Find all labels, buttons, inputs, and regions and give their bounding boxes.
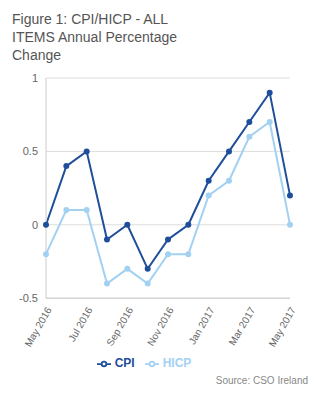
svg-text:-0.5: -0.5: [19, 292, 38, 304]
svg-text:0.5: 0.5: [23, 145, 38, 157]
svg-text:May 2016: May 2016: [22, 305, 54, 349]
svg-text:Nov 2016: Nov 2016: [145, 305, 176, 348]
svg-text:0: 0: [32, 219, 38, 231]
html-text:HICP: HICP: [162, 356, 192, 371]
html-text:Source: CSO Ireland: Source: CSO Ireland: [215, 375, 308, 386]
svg-text:May 2017: May 2017: [266, 305, 298, 349]
html-text:Figure 1: CPI/HICP - ALL ITEMS: Figure 1: CPI/HICP - ALL ITEMS Annual Pe…: [12, 11, 177, 63]
svg-text:Jan 2017: Jan 2017: [186, 305, 216, 347]
svg-text:Jul 2016: Jul 2016: [66, 305, 95, 344]
svg-text:Sep 2016: Sep 2016: [104, 305, 135, 348]
svg-text:1: 1: [32, 72, 38, 84]
svg-text:Mar 2017: Mar 2017: [227, 305, 258, 347]
html-text:CPI: CPI: [114, 356, 135, 371]
